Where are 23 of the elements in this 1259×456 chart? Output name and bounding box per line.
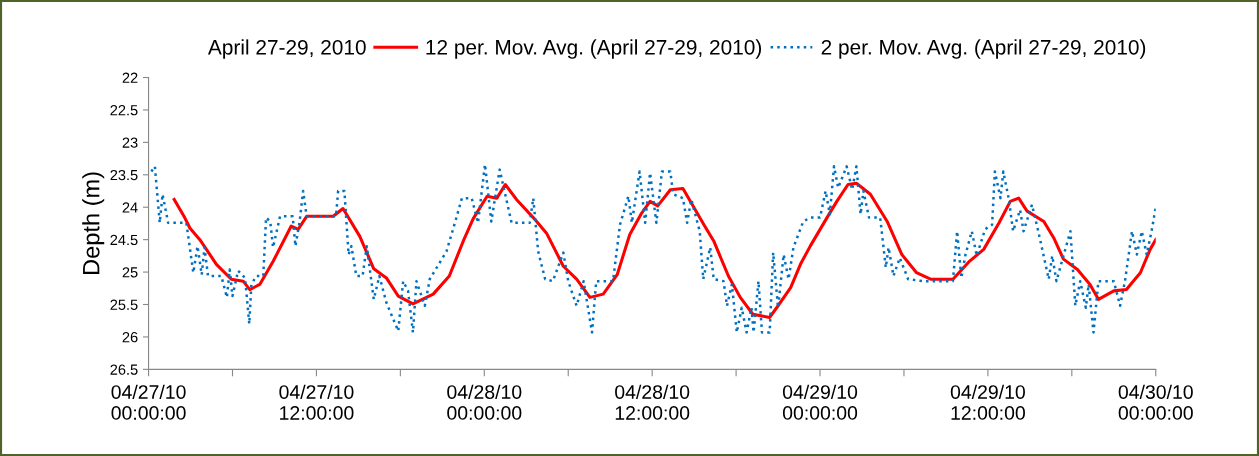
- y-tick-label: 22.5: [110, 105, 138, 116]
- y-tick-label: 23: [122, 137, 138, 148]
- y-tick-label: 23.5: [110, 169, 138, 181]
- legend-title: April 27-29, 2010: [207, 39, 366, 59]
- x-tick-label: 04/28/10 00:00:00: [447, 384, 522, 420]
- legend-label: 2 per. Mov. Avg. (April 27-29, 2010): [821, 39, 1146, 59]
- y-tick-label: 25: [122, 267, 138, 278]
- x-tick-label: 04/27/10 00:00:00: [111, 384, 186, 420]
- x-tick-label: 04/29/10 00:00:00: [782, 384, 858, 420]
- y-tick-label: 25.5: [110, 299, 138, 310]
- y-tick-label: 24.5: [110, 234, 138, 246]
- y-axis-title: Depth (m): [82, 172, 105, 274]
- y-tick-label: 24: [122, 202, 138, 213]
- x-tick-label: 04/27/10 12:00:00: [279, 384, 354, 420]
- legend-label: 12 per. Mov. Avg. (April 27-29, 2010): [426, 39, 762, 59]
- x-tick-label: 04/29/10 12:00:00: [950, 384, 1025, 420]
- line-series: [172, 181, 1156, 320]
- x-tick-label: 04/30/10 00:00:00: [1118, 384, 1193, 420]
- y-tick-label: 22: [122, 72, 138, 83]
- x-tick-label: 04/28/10 12:00:00: [615, 384, 690, 420]
- y-tick-label: 26: [122, 332, 138, 343]
- y-tick-label: 26.5: [110, 364, 138, 375]
- line-series: [150, 163, 1156, 334]
